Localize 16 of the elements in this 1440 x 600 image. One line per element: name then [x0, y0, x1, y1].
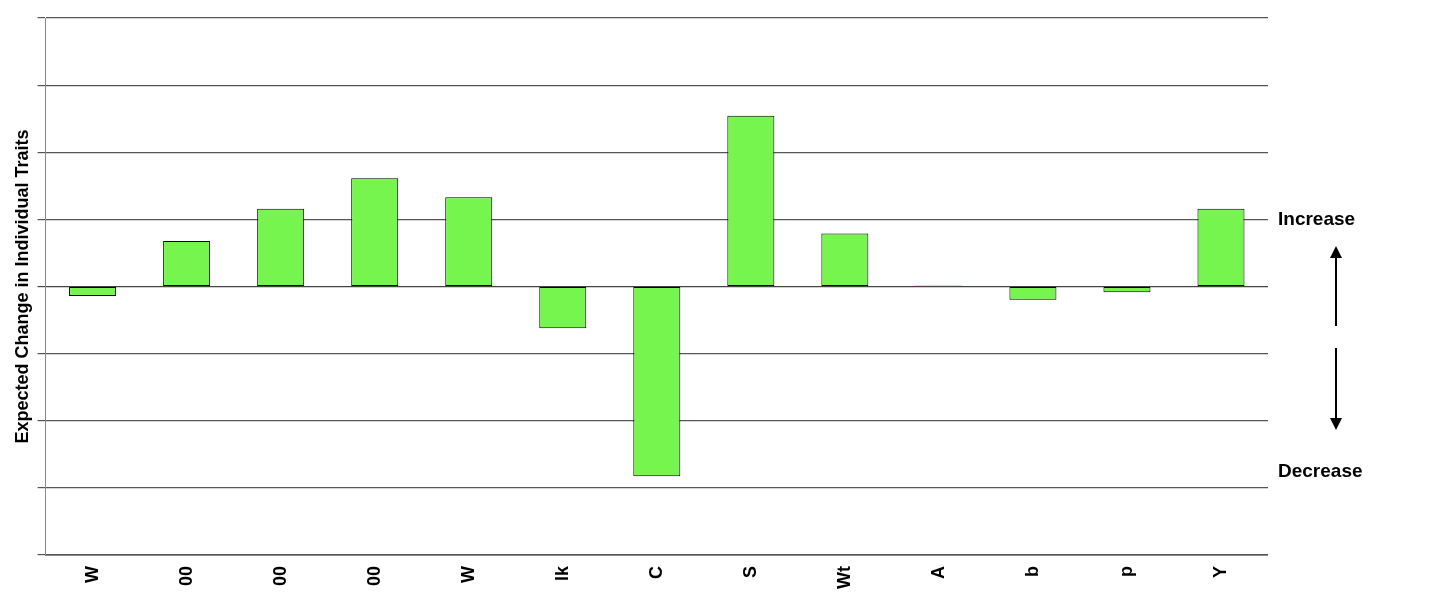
- x-tick-label: S: [739, 566, 760, 579]
- x-tick-label: 00: [175, 566, 196, 587]
- x-tick-label: A: [927, 566, 948, 580]
- x-tick-label: Wt: [833, 566, 854, 589]
- text: Decrease: [1278, 460, 1363, 482]
- y-axis-title: Expected Change in Individual Traits: [11, 129, 32, 444]
- x-tick-label: W: [81, 566, 102, 584]
- x-tick-label: W: [457, 566, 478, 584]
- x-tick-label: lk: [551, 565, 572, 582]
- x-tick-label: 00: [363, 566, 384, 587]
- x-tick-label: 00: [269, 566, 290, 587]
- x-tick-label: Y: [1209, 566, 1230, 579]
- text: Increase: [1278, 208, 1356, 230]
- x-tick-label: p: [1115, 566, 1136, 578]
- x-tick-label: b: [1021, 566, 1042, 578]
- x-tick-label: C: [645, 566, 666, 580]
